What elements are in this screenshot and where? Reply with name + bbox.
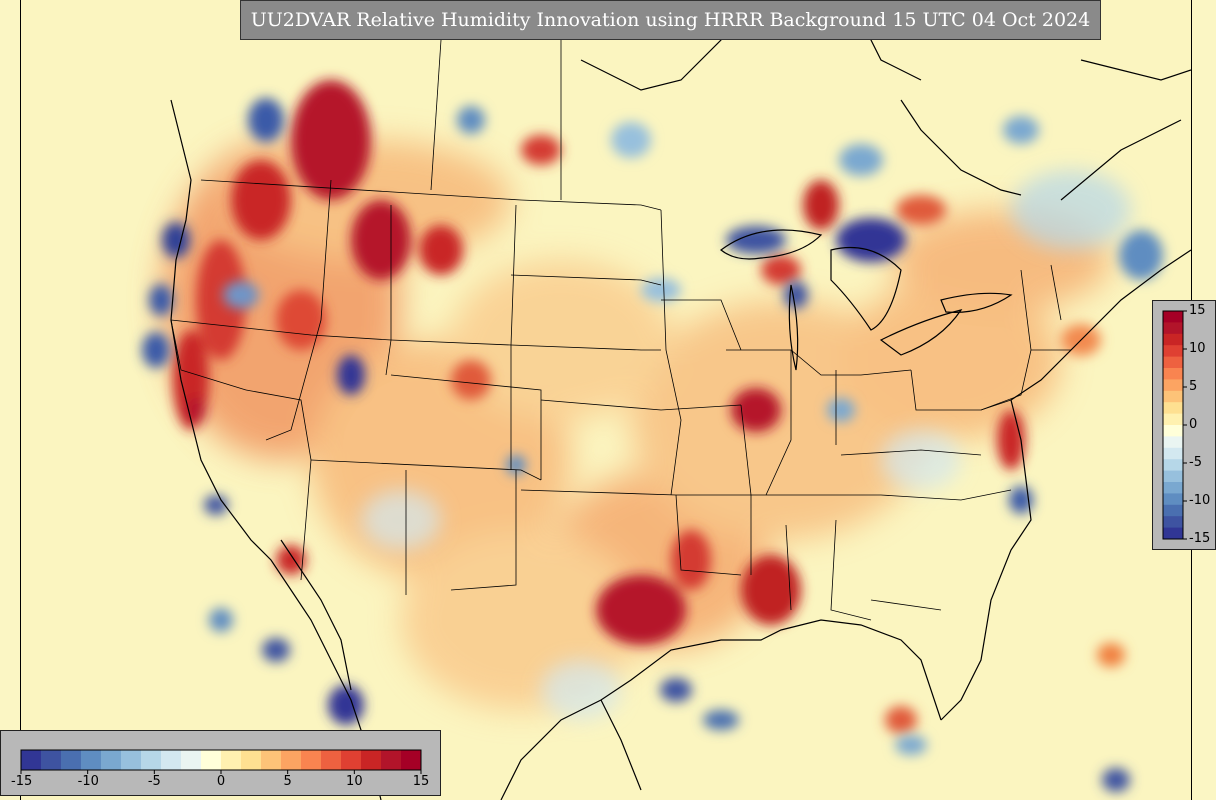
great-lakes: [720, 229, 1013, 371]
colorbar-v-swatch: [1163, 516, 1183, 529]
field-light-blue: [361, 170, 1131, 720]
colorbar-v-swatch: [1163, 311, 1183, 323]
field-red-patches: [173, 80, 1125, 734]
colorbar-v-swatch: [1163, 345, 1183, 358]
colorbar-vertical: 15 10 5 0 -5 -10 -15: [1152, 300, 1216, 550]
colorbar-h-tick-label: 10: [346, 774, 363, 789]
colorbar-v-swatch: [1163, 356, 1183, 369]
colorbar-v-tick-label: -5: [1189, 455, 1202, 470]
colorbar-horizontal: -15 -10 -5 0 5 10 15: [0, 730, 441, 796]
colorbar-h-swatch: [121, 750, 142, 770]
colorbar-v-tick-label: 5: [1189, 379, 1198, 394]
state-borders: [170, 30, 1071, 621]
colorbar-v-swatch: [1163, 482, 1183, 494]
colorbar-v-swatch: [1163, 333, 1183, 346]
colorbar-h-tick-label: -10: [77, 774, 99, 789]
humidity-field-map: [142, 0, 1191, 800]
colorbar-v-swatch: [1163, 527, 1183, 540]
colorbar-h-swatch: [141, 750, 162, 770]
colorbar-v-swatch: [1163, 504, 1183, 517]
colorbar-h-swatch: [201, 750, 222, 770]
colorbar-v-swatch: [1163, 322, 1183, 335]
colorbar-h-swatch: [61, 750, 82, 770]
colorbar-v-swatch: [1163, 447, 1183, 460]
colorbar-h-swatch: [161, 750, 182, 770]
colorbar-h-swatch: [101, 750, 122, 770]
colorbar-h-swatch: [361, 750, 382, 770]
colorbar-v-swatch: [1163, 470, 1183, 483]
colorbar-h-tick-label: 15: [412, 774, 430, 789]
colorbar-v-swatch: [1163, 368, 1183, 380]
colorbar-h-swatch: [21, 750, 42, 770]
colorbar-h-swatch: [381, 750, 402, 770]
field-blue-patches: [142, 98, 1163, 792]
colorbar-v-swatch: [1163, 459, 1183, 472]
colorbar-h-swatch: [401, 750, 422, 770]
colorbar-h-swatch: [221, 750, 242, 770]
map-area: [20, 0, 1192, 800]
colorbar-h-swatch: [341, 750, 362, 770]
colorbar-horizontal-swatches: [20, 749, 422, 774]
colorbar-h-tick-label: -15: [11, 774, 33, 789]
colorbar-h-swatch: [81, 750, 102, 770]
colorbar-h-swatch: [321, 750, 342, 770]
colorbar-h-swatch: [301, 750, 322, 770]
coastlines: [170, 0, 1191, 800]
colorbar-v-swatch: [1163, 390, 1183, 403]
colorbar-v-tick-label: 10: [1189, 341, 1206, 356]
colorbar-v-tick-label: 0: [1189, 417, 1198, 432]
page-title: UU2DVAR Relative Humidity Innovation usi…: [250, 9, 1091, 31]
colorbar-h-tick-label: -5: [147, 774, 161, 789]
colorbar-v-tick-label: 15: [1189, 303, 1206, 318]
colorbar-h-swatch: [261, 750, 282, 770]
colorbar-v-swatch: [1163, 379, 1183, 392]
colorbar-v-swatch: [1163, 413, 1183, 426]
colorbar-h-tick-label: 5: [283, 774, 292, 789]
colorbar-h-swatch: [281, 750, 302, 770]
colorbar-v-tick-label: -10: [1189, 493, 1211, 508]
colorbar-v-swatch: [1163, 436, 1183, 449]
colorbar-h-tick-label: 0: [216, 774, 226, 789]
colorbar-v-swatch: [1163, 493, 1183, 506]
colorbar-h-swatch: [41, 750, 62, 770]
colorbar-vertical-swatches: [1162, 310, 1187, 540]
colorbar-v-tick-label: -15: [1189, 531, 1211, 546]
colorbar-h-swatch: [181, 750, 202, 770]
title-box: UU2DVAR Relative Humidity Innovation usi…: [240, 0, 1101, 40]
colorbar-h-swatch: [241, 750, 262, 770]
colorbar-v-swatch: [1163, 425, 1183, 437]
colorbar-v-swatch: [1163, 402, 1183, 415]
